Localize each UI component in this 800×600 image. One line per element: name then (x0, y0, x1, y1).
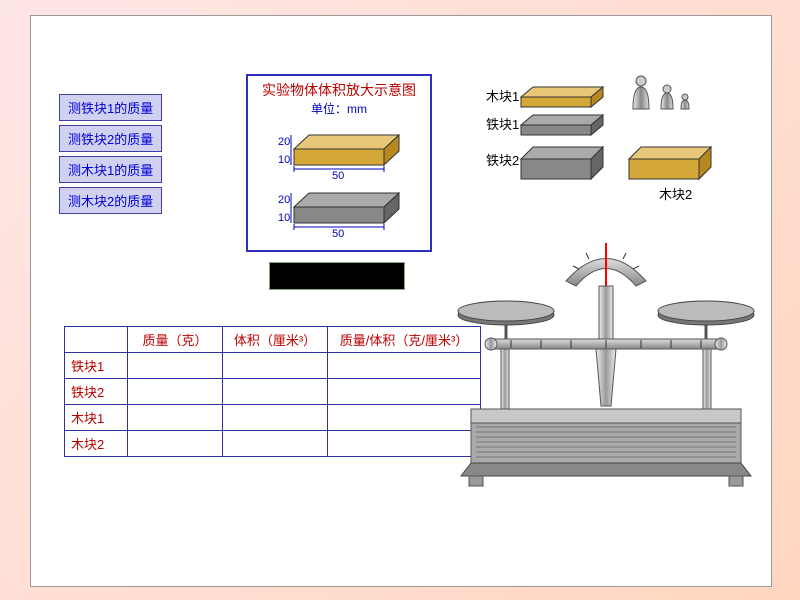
col-volume: 体积（厘米³） (223, 327, 328, 353)
measure-iron2-button[interactable]: 测铁块2的质量 (59, 125, 162, 152)
table-row: 木块2 (65, 431, 481, 457)
svg-text:20: 20 (278, 136, 290, 148)
svg-text:10: 10 (278, 212, 290, 224)
balance-scale (451, 231, 761, 491)
diagram-unit: 单位：mm (248, 100, 430, 117)
display-box (269, 262, 405, 290)
svg-text:50: 50 (332, 170, 344, 182)
measure-wood2-button[interactable]: 测木块2的质量 (59, 187, 162, 214)
col-mass: 质量（克） (128, 327, 223, 353)
diagram-title: 实验物体体积放大示意图 (248, 80, 430, 100)
table-row: 木块1 (65, 405, 481, 431)
volume-diagram: 实验物体体积放大示意图 单位：mm 20 10 50 20 10 (246, 74, 432, 252)
measure-iron1-button[interactable]: 测铁块1的质量 (59, 94, 162, 121)
table-corner (65, 327, 128, 353)
sample-label-wood1: 木块1 (486, 86, 519, 105)
svg-text:50: 50 (332, 228, 344, 240)
main-canvas: 测铁块1的质量 测铁块2的质量 测木块1的质量 测木块2的质量 实验物体体积放大… (30, 15, 772, 587)
measure-wood1-button[interactable]: 测木块1的质量 (59, 156, 162, 183)
diagram-svg: 20 10 50 20 10 50 (248, 117, 430, 249)
data-table: 质量（克） 体积（厘米³） 质量/体积（克/厘米³） 铁块1 铁块2 木块1 木… (64, 326, 481, 457)
table-row: 铁块1 (65, 353, 481, 379)
svg-text:10: 10 (278, 154, 290, 166)
sample-label-iron2: 铁块2 (486, 150, 519, 169)
table-row: 铁块2 (65, 379, 481, 405)
sample-label-iron1: 铁块1 (486, 114, 519, 133)
svg-text:20: 20 (278, 194, 290, 206)
sample-label-wood2: 木块2 (659, 184, 692, 203)
